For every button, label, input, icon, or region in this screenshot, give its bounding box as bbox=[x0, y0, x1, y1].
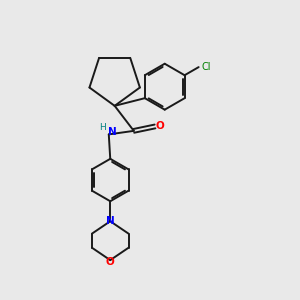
Text: O: O bbox=[106, 256, 115, 267]
Text: Cl: Cl bbox=[201, 62, 211, 72]
Text: N: N bbox=[108, 127, 117, 137]
Text: O: O bbox=[156, 122, 165, 131]
Text: H: H bbox=[99, 123, 106, 132]
Text: N: N bbox=[106, 216, 115, 226]
